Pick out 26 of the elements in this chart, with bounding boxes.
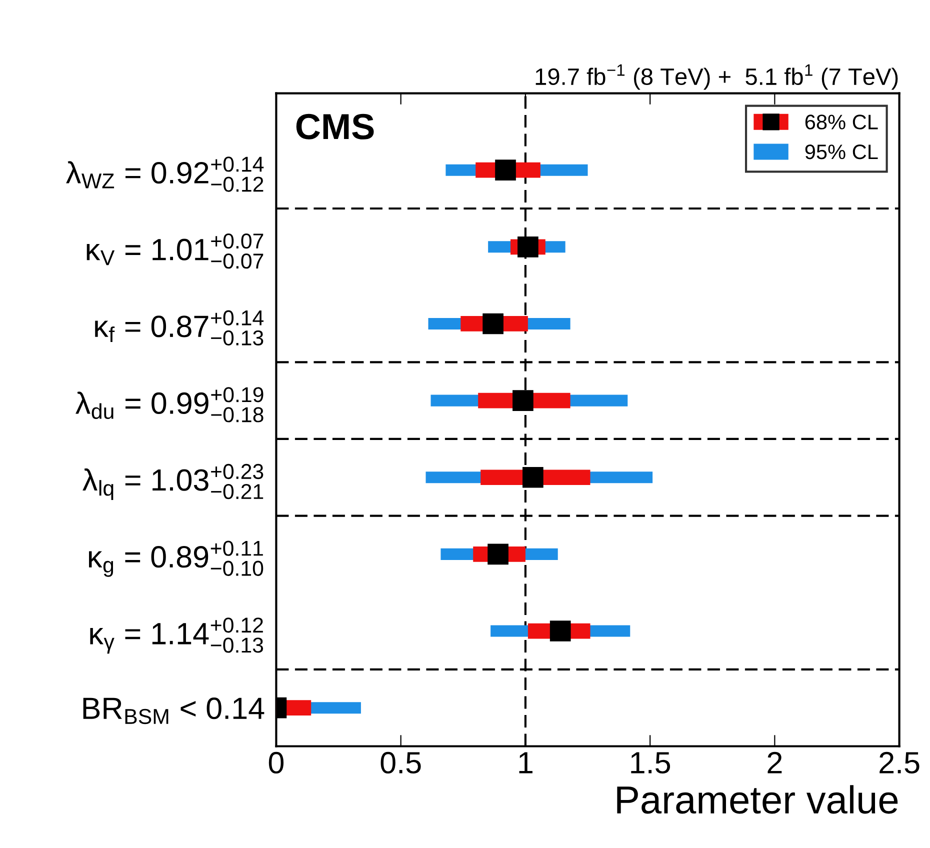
x-tick-label: 1.5: [631, 752, 670, 774]
y-tick-label: κ$_{V}$ = 1.01$^{+0.07}$$_{−0.07}$: [86, 233, 264, 269]
x-tick-label: 2.5: [880, 752, 920, 774]
y-tick-label: BR$_{BSM}$ < 0.14: [83, 698, 264, 724]
annotation: CMS: [296, 114, 374, 140]
x-tick-label: 1: [519, 752, 532, 774]
point: [518, 236, 538, 258]
legend-label: 68% CL: [805, 114, 878, 130]
point: [488, 544, 508, 565]
y-tick-label: λ$_{du}$ = 0.99$^{+0.19}$$_{−0.18}$: [76, 387, 264, 422]
chart-title: 19.7 fb$^{−1}$ (8 TeV) + 5.1 fb$^{1}$ (7 TeV): [536, 64, 898, 90]
y-tick-label: λ$_{WZ}$ = 0.92$^{+0.14}$$_{−0.12}$: [66, 156, 264, 192]
point: [482, 313, 504, 334]
legend-label: 95% CL: [805, 144, 878, 160]
y-tick-label: κ$_{γ}$ = 1.14$^{+0.12}$$_{−0.13}$: [90, 618, 264, 654]
point: [522, 466, 544, 488]
y-tick-label: λ$_{lq}$ = 1.03$^{+0.23}$$_{−0.21}$: [82, 464, 264, 500]
x-axis-title: Parameter value: [617, 785, 898, 814]
y-tick-label: κ$_{g}$ = 0.89$^{+0.11}$$_{−0.10}$: [89, 540, 264, 577]
y-tick-label: κ$_{f}$ = 0.87$^{+0.14}$$_{−0.13}$: [95, 310, 264, 346]
point: [512, 390, 534, 411]
x-tick-label: 2: [768, 752, 782, 774]
point: [495, 160, 516, 181]
x-tick-label: 0: [268, 752, 284, 774]
x-tick-label: 0.5: [380, 752, 421, 774]
point: [550, 620, 571, 642]
